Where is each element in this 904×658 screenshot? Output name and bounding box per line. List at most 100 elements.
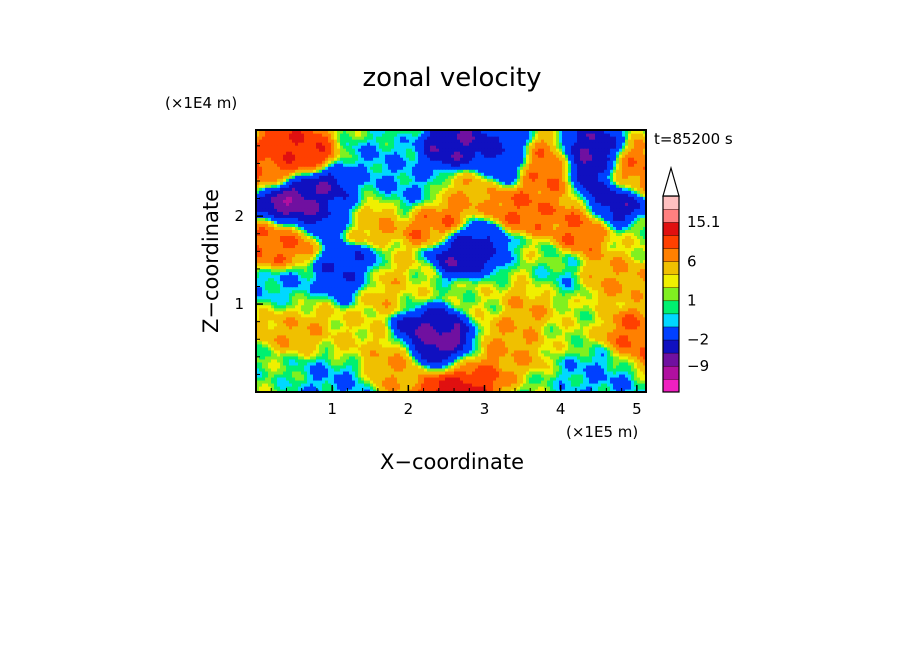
contour-cell bbox=[340, 325, 344, 330]
contour-cell bbox=[409, 310, 413, 315]
contour-cell bbox=[316, 340, 320, 345]
contour-cell bbox=[553, 349, 557, 354]
contour-cell bbox=[268, 358, 272, 363]
contour-cell bbox=[331, 358, 335, 363]
contour-cell bbox=[481, 361, 485, 366]
contour-cell bbox=[619, 307, 623, 312]
contour-cell bbox=[445, 334, 449, 339]
contour-cell bbox=[478, 388, 482, 392]
contour-cell bbox=[487, 358, 491, 363]
contour-cell bbox=[559, 370, 563, 375]
contour-cell bbox=[421, 370, 425, 375]
contour-cell bbox=[625, 328, 629, 333]
contour-cell bbox=[616, 331, 620, 336]
contour-cell bbox=[478, 379, 482, 384]
contour-cell bbox=[619, 310, 623, 315]
contour-cell bbox=[448, 385, 452, 390]
contour-cell bbox=[340, 313, 344, 318]
contour-cell bbox=[433, 370, 437, 375]
contour-cell bbox=[283, 283, 287, 288]
contour-cell bbox=[499, 286, 503, 291]
contour-cell bbox=[472, 298, 476, 303]
contour-cell bbox=[409, 376, 413, 381]
contour-cell bbox=[436, 388, 440, 392]
contour-cell bbox=[634, 280, 638, 285]
contour-cell bbox=[358, 382, 362, 387]
contour-cell bbox=[448, 376, 452, 381]
contour-cell bbox=[412, 355, 416, 360]
contour-cell bbox=[538, 334, 542, 339]
contour-cell bbox=[298, 367, 302, 372]
contour-cell bbox=[259, 316, 263, 321]
contour-cell bbox=[421, 337, 425, 342]
contour-cell bbox=[628, 322, 632, 327]
contour-cell bbox=[307, 355, 311, 360]
contour-cell bbox=[331, 292, 335, 297]
contour-cell bbox=[334, 292, 338, 297]
contour-cell bbox=[460, 313, 464, 318]
contour-cell bbox=[259, 280, 263, 285]
contour-cell bbox=[580, 346, 584, 351]
contour-cell bbox=[427, 307, 431, 312]
contour-cell bbox=[283, 373, 287, 378]
contour-cell bbox=[358, 286, 362, 291]
contour-cell bbox=[493, 301, 497, 306]
contour-cell bbox=[406, 343, 410, 348]
contour-cell bbox=[565, 382, 569, 387]
contour-cell bbox=[352, 367, 356, 372]
contour-cell bbox=[337, 304, 341, 309]
contour-cell bbox=[289, 385, 293, 390]
contour-cell bbox=[556, 295, 560, 300]
contour-cell bbox=[643, 373, 646, 378]
contour-cell bbox=[334, 277, 338, 282]
contour-cell bbox=[520, 283, 524, 288]
contour-cell bbox=[436, 361, 440, 366]
contour-cell bbox=[466, 307, 470, 312]
contour-cell bbox=[523, 301, 527, 306]
contour-cell bbox=[277, 292, 281, 297]
contour-cell bbox=[352, 355, 356, 360]
contour-cell bbox=[325, 289, 329, 294]
contour-cell bbox=[316, 346, 320, 351]
contour-cell bbox=[466, 340, 470, 345]
contour-cell bbox=[424, 340, 428, 345]
contour-cell bbox=[376, 322, 380, 327]
contour-cell bbox=[580, 280, 584, 285]
contour-cell bbox=[454, 298, 458, 303]
contour-cell bbox=[316, 322, 320, 327]
contour-cell bbox=[589, 337, 593, 342]
contour-cell bbox=[562, 292, 566, 297]
contour-cell bbox=[535, 355, 539, 360]
contour-cell bbox=[286, 319, 290, 324]
contour-cell bbox=[418, 286, 422, 291]
contour-cell bbox=[271, 307, 275, 312]
contour-cell bbox=[598, 298, 602, 303]
contour-cell bbox=[310, 310, 314, 315]
contour-cell bbox=[568, 277, 572, 282]
contour-cell bbox=[463, 316, 467, 321]
contour-cell bbox=[421, 295, 425, 300]
contour-cell bbox=[439, 367, 443, 372]
contour-cell bbox=[556, 310, 560, 315]
contour-cell bbox=[562, 319, 566, 324]
contour-cell bbox=[280, 280, 284, 285]
contour-cell bbox=[523, 307, 527, 312]
contour-cell bbox=[337, 340, 341, 345]
contour-cell bbox=[295, 385, 299, 390]
contour-cell bbox=[469, 286, 473, 291]
contour-cell bbox=[262, 358, 266, 363]
contour-cell bbox=[322, 304, 326, 309]
contour-cell bbox=[418, 337, 422, 342]
contour-cell bbox=[571, 310, 575, 315]
contour-cell bbox=[472, 385, 476, 390]
contour-cell bbox=[505, 325, 509, 330]
contour-cell bbox=[628, 340, 632, 345]
contour-cell bbox=[487, 388, 491, 392]
contour-cell bbox=[622, 298, 626, 303]
contour-cell bbox=[379, 301, 383, 306]
contour-cell bbox=[622, 385, 626, 390]
contour-cell bbox=[361, 313, 365, 318]
contour-cell bbox=[280, 298, 284, 303]
contour-cell bbox=[580, 343, 584, 348]
contour-cell bbox=[634, 319, 638, 324]
